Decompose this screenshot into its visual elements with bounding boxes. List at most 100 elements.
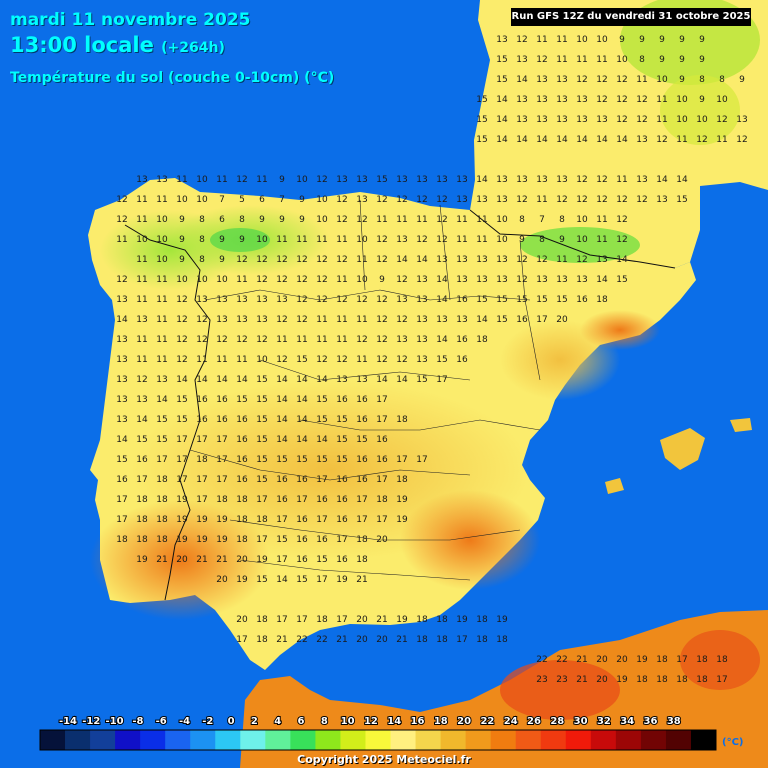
legend-swatch [590, 730, 617, 750]
grid-value: 16 [456, 355, 468, 365]
grid-value: 19 [456, 615, 468, 625]
grid-value: 17 [716, 675, 727, 685]
grid-value: 13 [496, 255, 507, 265]
grid-value: 12 [176, 335, 187, 345]
grid-value: 12 [436, 235, 447, 245]
grid-value: 14 [516, 75, 528, 85]
grid-value: 8 [199, 235, 205, 245]
grid-value: 11 [156, 355, 167, 365]
grid-value: 13 [576, 275, 587, 285]
grid-value: 14 [316, 375, 328, 385]
grid-value: 11 [156, 195, 167, 205]
grid-value: 11 [296, 235, 307, 245]
grid-value: 16 [236, 435, 248, 445]
grid-value: 16 [516, 315, 528, 325]
grid-value: 11 [476, 235, 487, 245]
grid-value: 15 [256, 395, 267, 405]
grid-value: 11 [156, 275, 167, 285]
grid-value: 14 [236, 375, 248, 385]
grid-value: 14 [116, 435, 128, 445]
legend-swatch [665, 730, 692, 750]
grid-value: 16 [196, 395, 208, 405]
grid-value: 21 [576, 655, 587, 665]
grid-value: 8 [239, 215, 245, 225]
grid-value: 13 [516, 175, 527, 185]
grid-value: 14 [316, 435, 328, 445]
grid-value: 21 [196, 555, 207, 565]
grid-value: 18 [396, 475, 408, 485]
grid-value: 18 [476, 635, 488, 645]
grid-value: 15 [476, 95, 487, 105]
grid-value: 15 [296, 355, 307, 365]
grid-value: 17 [116, 515, 127, 525]
grid-value: 12 [416, 235, 427, 245]
grid-value: 18 [356, 535, 368, 545]
grid-value: 12 [116, 215, 127, 225]
grid-value: 17 [196, 435, 207, 445]
grid-value: 12 [236, 335, 247, 345]
grid-value: 13 [456, 255, 467, 265]
grid-value: 18 [696, 675, 708, 685]
grid-value: 20 [356, 615, 368, 625]
legend-swatch [65, 730, 91, 750]
legend-label: 24 [504, 716, 518, 727]
grid-value: 16 [296, 535, 308, 545]
grid-value: 12 [616, 235, 627, 245]
grid-value: 15 [476, 135, 487, 145]
legend-label: 26 [527, 716, 541, 727]
grid-value: 16 [356, 475, 368, 485]
grid-value: 18 [496, 635, 508, 645]
grid-value: 22 [556, 655, 567, 665]
grid-value: 11 [156, 335, 167, 345]
grid-value: 13 [416, 355, 427, 365]
legend-label: 10 [341, 716, 355, 727]
legend-swatch [390, 730, 417, 750]
grid-value: 17 [356, 515, 367, 525]
grid-value: 17 [296, 495, 307, 505]
grid-value: 11 [216, 355, 227, 365]
grid-value: 14 [296, 415, 308, 425]
grid-value: 12 [196, 315, 207, 325]
grid-value: 8 [559, 215, 565, 225]
grid-value: 11 [416, 215, 427, 225]
grid-value: 11 [356, 255, 367, 265]
grid-value: 15 [296, 575, 307, 585]
legend-label: -12 [82, 716, 100, 727]
grid-value: 15 [276, 455, 287, 465]
grid-value: 12 [196, 335, 207, 345]
grid-value: 18 [636, 675, 648, 685]
grid-value: 9 [639, 35, 645, 45]
legend-swatch [315, 730, 341, 750]
forecast-time: 13:00 locale (+264h) [10, 33, 225, 57]
grid-value: 14 [596, 275, 608, 285]
grid-value: 17 [256, 535, 267, 545]
grid-value: 16 [116, 475, 128, 485]
legend-swatch [690, 730, 717, 750]
grid-value: 12 [536, 55, 547, 65]
grid-value: 9 [739, 75, 745, 85]
grid-value: 18 [156, 515, 168, 525]
grid-value: 13 [576, 95, 587, 105]
grid-value: 19 [216, 535, 228, 545]
grid-value: 14 [476, 175, 488, 185]
legend-label: 2 [251, 716, 258, 727]
legend-swatch [465, 730, 492, 750]
grid-value: 12 [176, 295, 187, 305]
grid-value: 12 [616, 75, 627, 85]
grid-value: 15 [116, 455, 127, 465]
grid-value: 9 [279, 175, 285, 185]
grid-value: 13 [516, 55, 527, 65]
grid-value: 14 [276, 435, 288, 445]
grid-value: 7 [219, 195, 225, 205]
grid-value: 12 [316, 295, 327, 305]
grid-value: 12 [396, 355, 407, 365]
grid-value: 13 [496, 275, 507, 285]
grid-value: 11 [556, 35, 567, 45]
border-spain-portugal [124, 224, 211, 601]
grid-value: 14 [436, 295, 448, 305]
grid-value: 18 [356, 555, 368, 565]
grid-value: 13 [116, 375, 127, 385]
grid-value: 15 [256, 455, 267, 465]
grid-value: 17 [376, 415, 387, 425]
grid-value: 12 [116, 195, 127, 205]
